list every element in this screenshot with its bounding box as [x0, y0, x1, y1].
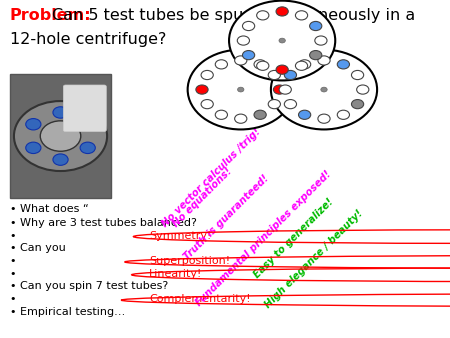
- Text: High elegance / beauty!: High elegance / beauty!: [263, 208, 365, 310]
- Circle shape: [295, 11, 308, 20]
- Circle shape: [351, 99, 364, 109]
- Circle shape: [284, 100, 297, 109]
- Text: Linearity!: Linearity!: [149, 269, 202, 279]
- Text: Superposition!: Superposition!: [149, 256, 230, 266]
- Text: 12-hole centrifuge?: 12-hole centrifuge?: [10, 32, 166, 47]
- Circle shape: [321, 87, 327, 92]
- Circle shape: [268, 70, 280, 79]
- Text: • Empirical testing…: • Empirical testing…: [10, 307, 125, 317]
- Circle shape: [318, 56, 330, 65]
- Circle shape: [40, 121, 81, 151]
- Circle shape: [188, 50, 294, 129]
- Text: Easy to generalize!: Easy to generalize!: [252, 197, 335, 280]
- Circle shape: [315, 36, 327, 45]
- Circle shape: [310, 21, 322, 31]
- Text: •: •: [10, 294, 20, 304]
- Text: • What does “: • What does “: [10, 204, 89, 215]
- Text: No vector calculus /trig!: No vector calculus /trig!: [160, 126, 262, 229]
- Circle shape: [196, 85, 208, 94]
- Circle shape: [234, 56, 247, 65]
- Circle shape: [298, 60, 310, 69]
- Circle shape: [53, 154, 68, 165]
- Circle shape: [279, 85, 291, 94]
- Circle shape: [234, 114, 247, 123]
- Text: • Can you spin 7 test tubes?: • Can you spin 7 test tubes?: [10, 281, 168, 291]
- Circle shape: [237, 36, 249, 45]
- Circle shape: [26, 142, 41, 153]
- Circle shape: [215, 110, 228, 119]
- Circle shape: [80, 142, 95, 153]
- Text: •: •: [10, 231, 20, 241]
- FancyBboxPatch shape: [10, 74, 111, 198]
- Text: •: •: [10, 269, 20, 279]
- Text: Symmetry!: Symmetry!: [149, 231, 212, 241]
- FancyBboxPatch shape: [63, 85, 106, 131]
- Text: Complementarity!: Complementarity!: [149, 294, 251, 304]
- Circle shape: [53, 107, 68, 118]
- Circle shape: [268, 99, 280, 109]
- Circle shape: [14, 101, 107, 171]
- Circle shape: [80, 119, 95, 130]
- Circle shape: [243, 21, 255, 31]
- Circle shape: [310, 51, 322, 60]
- Circle shape: [256, 61, 269, 70]
- Circle shape: [229, 1, 335, 80]
- Circle shape: [274, 85, 286, 94]
- Circle shape: [295, 61, 308, 70]
- Circle shape: [238, 87, 244, 92]
- Circle shape: [284, 70, 297, 79]
- Circle shape: [318, 114, 330, 123]
- Circle shape: [298, 110, 310, 119]
- Circle shape: [26, 119, 41, 130]
- Text: •: •: [10, 256, 20, 266]
- Text: • Can you: • Can you: [10, 243, 69, 254]
- Circle shape: [357, 85, 369, 94]
- Circle shape: [243, 51, 255, 60]
- Text: Truth is guaranteed!: Truth is guaranteed!: [182, 174, 271, 262]
- Circle shape: [254, 110, 266, 119]
- Circle shape: [201, 100, 213, 109]
- Circle shape: [338, 110, 350, 119]
- Circle shape: [271, 50, 377, 129]
- Circle shape: [201, 70, 213, 79]
- Circle shape: [215, 60, 228, 69]
- Circle shape: [338, 60, 350, 69]
- Circle shape: [279, 38, 285, 43]
- Circle shape: [254, 60, 266, 69]
- Circle shape: [256, 11, 269, 20]
- Text: • Why are 3 test tubes balanced?: • Why are 3 test tubes balanced?: [10, 218, 197, 228]
- Text: Fundamental principles exposed!: Fundamental principles exposed!: [194, 169, 333, 308]
- Circle shape: [351, 70, 364, 79]
- Text: Problem:: Problem:: [10, 8, 91, 23]
- Circle shape: [276, 7, 288, 16]
- Circle shape: [276, 65, 288, 74]
- Text: Can 5 test tubes be spun simultaneously in a: Can 5 test tubes be spun simultaneously …: [52, 8, 415, 23]
- Text: No equations!: No equations!: [171, 166, 234, 229]
